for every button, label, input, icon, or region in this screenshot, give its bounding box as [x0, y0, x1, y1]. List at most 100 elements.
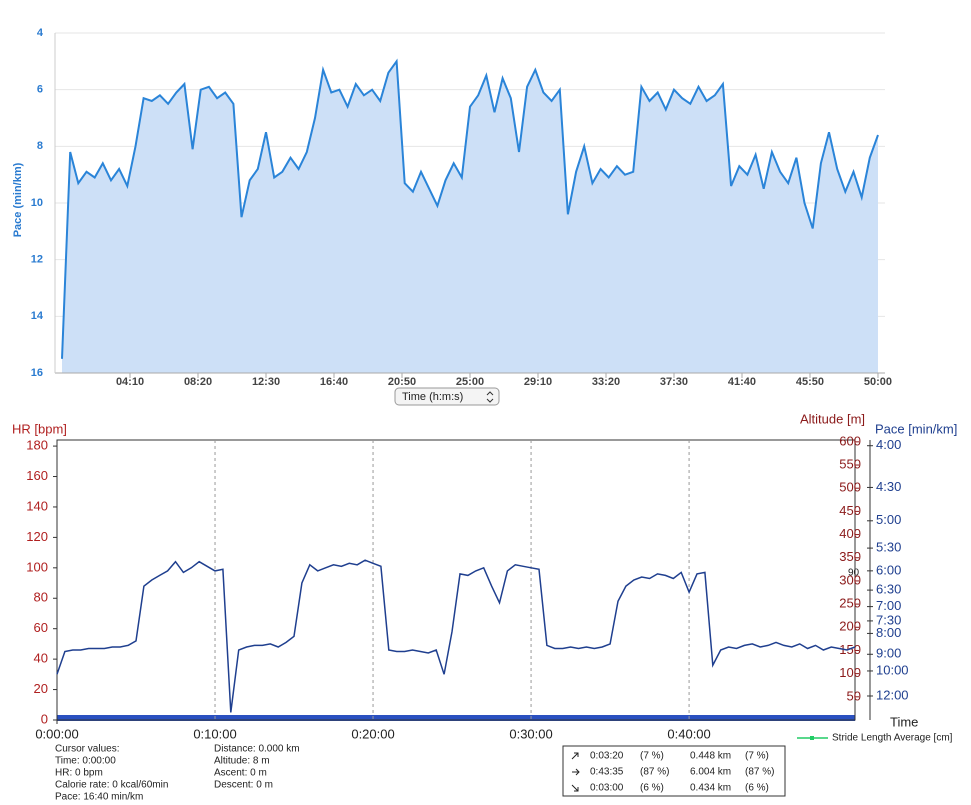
y-tick-label: 6	[37, 84, 43, 96]
y2-tick-label: 350	[839, 549, 861, 564]
x-axis-title: Time	[890, 714, 918, 729]
y-tick-label: 60	[34, 620, 48, 635]
y-tick-label: 100	[26, 559, 48, 574]
x-tick-label: 04:10	[116, 376, 144, 388]
x-tick-label: 41:40	[728, 376, 756, 388]
cursor-pace: Pace: 16:40 min/km	[55, 792, 143, 803]
x-tick-label: 37:30	[660, 376, 688, 388]
y-tick-label: 80	[34, 590, 48, 605]
y-tick-label: 40	[34, 651, 48, 666]
y-axis-title: Pace (min/km)	[12, 162, 24, 237]
segment-arrow	[572, 768, 580, 776]
x-tick-label: 20:50	[388, 376, 416, 388]
segment-arrow	[571, 752, 579, 760]
segment-duration-pct: (6 %)	[640, 783, 664, 794]
dropdown-arrows	[486, 391, 494, 403]
y2-tick-label: 600	[839, 433, 861, 448]
pace-axis-title: Pace [min/km]	[875, 421, 957, 436]
y-tick-label: 180	[26, 438, 48, 453]
x-tick-label: 0:30:00	[509, 726, 552, 741]
x-tick-label: 29:10	[524, 376, 552, 388]
segment-duration: 0:03:00	[590, 783, 624, 794]
cursor-time: Time: 0:00:00	[55, 756, 116, 767]
y3-tick-label: 4:30	[876, 479, 901, 494]
legend-marker	[810, 736, 814, 740]
x-tick-label: 25:00	[456, 376, 484, 388]
y-tick-label: 12	[31, 254, 43, 266]
y3-tick-label: 7:00	[876, 598, 901, 613]
cursor-altitude: Altitude: 8 m	[214, 756, 270, 767]
y3-tick-label: 10:00	[876, 662, 909, 677]
zero-band	[57, 715, 855, 721]
legend-label: Stride Length Average [cm]	[832, 733, 953, 744]
hr-line	[56, 559, 856, 713]
y2-tick-label: 200	[839, 619, 861, 634]
segment-duration: 0:03:20	[590, 751, 624, 762]
cursor-distance: Distance: 0.000 km	[214, 744, 300, 755]
marker-label: 90	[848, 568, 860, 579]
dropdown-label[interactable]: Time (h:m:s)	[402, 391, 463, 403]
segment-distance-pct: (7 %)	[745, 751, 769, 762]
y-tick-label: 16	[31, 367, 43, 379]
y2-tick-label: 500	[839, 480, 861, 495]
y-tick-label: 14	[31, 310, 44, 322]
x-tick-label: 16:40	[320, 376, 348, 388]
y3-tick-label: 4:00	[876, 437, 901, 452]
y-tick-label: 8	[37, 140, 43, 152]
x-tick-label: 0:40:00	[667, 726, 710, 741]
y2-tick-label: 300	[839, 572, 861, 587]
y2-tick-label: 100	[839, 665, 861, 680]
cursor-values: Cursor values: Time: 0:00:00 HR: 0 bpm C…	[55, 744, 300, 803]
y3-tick-label: 5:00	[876, 512, 901, 527]
segment-distance-pct: (87 %)	[745, 767, 774, 778]
x-tick-label: 0:10:00	[193, 726, 236, 741]
x-tick-label: 50:00	[864, 376, 892, 388]
y3-tick-label: 7:30	[876, 612, 901, 627]
y2-tick-label: 550	[839, 456, 861, 471]
x-tick-label: 45:50	[796, 376, 824, 388]
x-tick-label: 33:20	[592, 376, 620, 388]
hr-axis-title: HR [bpm]	[12, 421, 67, 436]
segment-arrow	[571, 784, 579, 792]
x-tick-label: 08:20	[184, 376, 212, 388]
segment-duration-pct: (7 %)	[640, 751, 664, 762]
y3-tick-label: 6:00	[876, 562, 901, 577]
segment-distance-pct: (6 %)	[745, 783, 769, 794]
plot-frame	[56, 439, 856, 721]
altitude-axis-title: Altitude [m]	[800, 411, 865, 426]
y-tick-label: 160	[26, 468, 48, 483]
segment-distance: 0.448 km	[690, 751, 731, 762]
pace-selector[interactable]: Time (h:m:s)	[394, 387, 500, 406]
x-tick-label: 12:30	[252, 376, 280, 388]
segment-duration: 0:43:35	[590, 767, 624, 778]
x-tick-label: 0:00:00	[35, 726, 78, 741]
cursor-heading: Cursor values:	[55, 744, 119, 755]
y3-tick-label: 8:00	[876, 625, 901, 640]
cursor-descent: Descent: 0 m	[214, 780, 273, 791]
y-tick-label: 10	[31, 197, 43, 209]
y3-tick-label: 6:30	[876, 582, 901, 597]
segment-duration-pct: (87 %)	[640, 767, 669, 778]
segment-box	[562, 745, 786, 797]
y2-tick-label: 250	[839, 596, 861, 611]
cursor-ascent: Ascent: 0 m	[214, 768, 267, 779]
y2-tick-label: 400	[839, 526, 861, 541]
y-tick-label: 4	[37, 27, 44, 39]
pace-line	[61, 58, 879, 359]
y3-tick-label: 9:00	[876, 646, 901, 661]
segment-distance: 0.434 km	[690, 783, 731, 794]
y3-tick-label: 5:30	[876, 540, 901, 555]
y-tick-label: 0	[41, 711, 48, 726]
y2-tick-label: 450	[839, 503, 861, 518]
dropdown[interactable]	[394, 387, 500, 406]
cursor-calorie: Calorie rate: 0 kcal/60min	[55, 780, 168, 791]
y-tick-label: 20	[34, 681, 48, 696]
cursor-hr: HR: 0 bpm	[55, 768, 103, 779]
segment-distance: 6.004 km	[690, 767, 731, 778]
y-tick-label: 140	[26, 498, 48, 513]
x-tick-label: 0:20:00	[351, 726, 394, 741]
y2-tick-label: 50	[847, 688, 861, 703]
area-fill	[62, 61, 878, 374]
y3-tick-label: 12:00	[876, 687, 909, 702]
